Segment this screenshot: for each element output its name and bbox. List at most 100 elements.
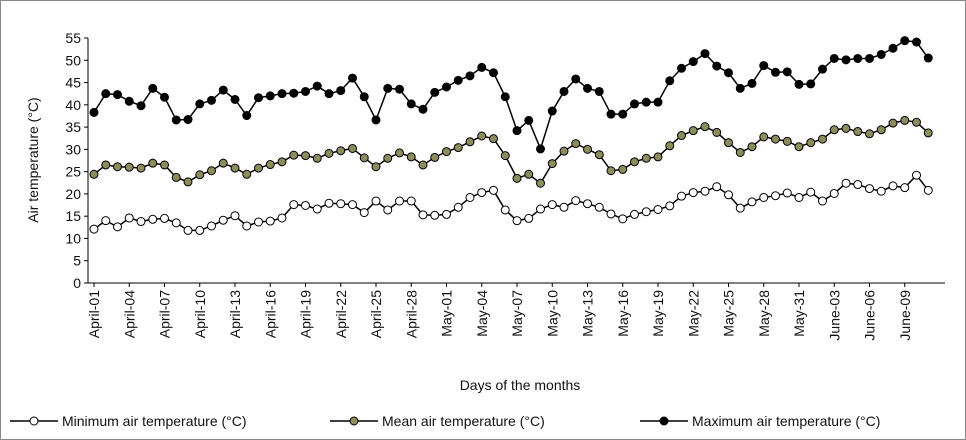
point — [524, 213, 534, 223]
point — [395, 196, 404, 206]
point — [865, 184, 874, 194]
point — [747, 197, 757, 207]
x-tick-label: May-07 — [509, 290, 525, 337]
point — [148, 158, 158, 168]
point — [242, 169, 252, 179]
point — [183, 225, 193, 235]
point — [430, 210, 440, 220]
point — [594, 202, 604, 212]
point — [524, 169, 534, 179]
x-tick-label: April-13 — [227, 290, 243, 338]
point — [853, 127, 863, 137]
point — [688, 126, 698, 136]
point — [301, 151, 310, 161]
point — [665, 141, 675, 151]
point — [218, 215, 228, 225]
legend-marker — [349, 416, 359, 426]
point — [101, 216, 111, 226]
point — [876, 186, 886, 196]
point — [583, 144, 592, 154]
y-tick-label: 30 — [65, 141, 81, 157]
legend-label: Minimum air temperature (°C) — [62, 413, 247, 429]
point — [665, 76, 675, 86]
point — [712, 127, 722, 137]
point — [336, 146, 346, 156]
point — [923, 185, 933, 195]
y-tick-label: 45 — [65, 75, 81, 91]
point — [735, 83, 745, 93]
point — [371, 196, 381, 206]
point — [242, 111, 252, 121]
point — [618, 109, 628, 119]
point — [606, 209, 616, 219]
point — [324, 148, 334, 158]
point — [207, 95, 216, 105]
point — [453, 75, 463, 85]
point — [688, 57, 698, 67]
point — [465, 71, 475, 81]
point — [171, 115, 181, 125]
point — [735, 203, 745, 213]
point — [230, 163, 240, 173]
point — [277, 213, 287, 223]
point — [453, 143, 463, 153]
point — [771, 134, 780, 144]
point — [782, 136, 792, 146]
point — [348, 143, 357, 153]
x-tick-label: April-22 — [333, 290, 349, 338]
point — [606, 109, 616, 119]
point — [818, 196, 827, 206]
point — [289, 88, 299, 98]
point — [771, 191, 780, 201]
point — [829, 125, 839, 135]
point — [336, 86, 346, 96]
point — [571, 74, 581, 84]
point — [289, 200, 299, 210]
point — [324, 198, 334, 208]
point — [101, 160, 111, 170]
point — [477, 62, 487, 72]
x-tick-label: April-19 — [298, 290, 314, 338]
point — [583, 199, 592, 209]
point — [395, 148, 404, 158]
point — [465, 137, 475, 147]
point — [254, 217, 263, 227]
point — [265, 91, 275, 101]
point — [653, 97, 663, 107]
point — [489, 68, 498, 78]
point — [630, 209, 639, 219]
point — [195, 170, 205, 180]
point — [606, 166, 616, 176]
point — [712, 61, 722, 71]
point — [113, 162, 122, 172]
point — [536, 178, 545, 188]
point — [289, 150, 299, 160]
y-tick-label: 25 — [65, 164, 81, 180]
point — [418, 160, 428, 170]
point — [124, 96, 134, 106]
point — [806, 138, 816, 148]
point — [348, 200, 357, 210]
x-tick-label: May-10 — [544, 290, 560, 337]
point — [301, 200, 310, 210]
y-tick-label: 50 — [65, 52, 81, 68]
point — [865, 53, 874, 63]
point — [230, 211, 240, 221]
point — [794, 192, 804, 202]
point — [735, 147, 745, 157]
point — [265, 216, 275, 226]
x-tick-label: May-04 — [474, 290, 490, 337]
point — [359, 208, 369, 218]
point — [160, 92, 169, 102]
point — [900, 115, 910, 125]
point — [218, 158, 228, 168]
point — [912, 170, 921, 180]
x-tick-label: April-04 — [121, 290, 137, 338]
point — [841, 123, 851, 133]
point — [618, 214, 628, 224]
point — [688, 188, 698, 198]
point — [618, 164, 628, 174]
point — [536, 204, 545, 214]
point — [89, 224, 99, 234]
point — [136, 217, 146, 227]
